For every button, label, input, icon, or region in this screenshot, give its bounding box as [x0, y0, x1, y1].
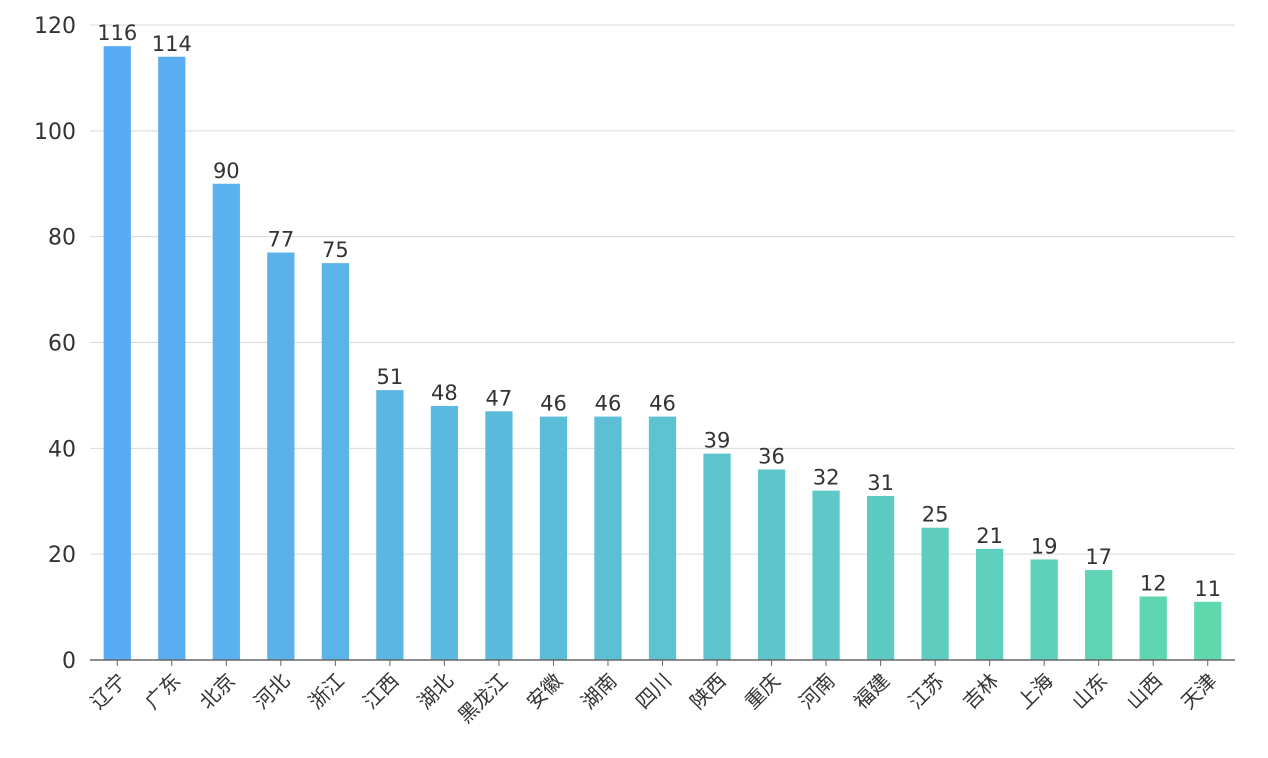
data-label: 46 [595, 392, 622, 416]
bar [212, 183, 240, 660]
x-tick-label: 北京 [195, 669, 240, 714]
x-tick-label: 江苏 [903, 669, 948, 714]
x-axis-ticks: 辽宁 广东 北京 河北 浙江 江西 湖北黑龙江 安徽 湖南 四川 陕西 重庆 河南 福建 江苏 吉林 上海 山东山… [86, 660, 1221, 728]
x-tick-label: 天津 [1176, 669, 1221, 714]
data-label: 17 [1085, 545, 1112, 569]
bar [321, 263, 349, 660]
x-tick-label: 福建 [849, 669, 894, 714]
bar [539, 416, 568, 660]
data-label: 47 [486, 386, 513, 410]
data-label: 114 [152, 32, 192, 56]
bar [1194, 601, 1222, 660]
bar [158, 56, 186, 660]
bar [485, 411, 513, 660]
x-tick-label: 浙江 [304, 669, 349, 714]
data-label: 46 [540, 392, 567, 416]
bar [812, 490, 840, 660]
data-label: 25 [922, 503, 949, 527]
x-tick-label: 安徽 [522, 669, 567, 714]
y-tick-label: 0 [62, 649, 76, 674]
x-tick-label: 江西 [358, 669, 403, 714]
data-label: 32 [813, 466, 840, 490]
x-tick-label: 上海 [1012, 669, 1057, 714]
data-label: 46 [649, 392, 676, 416]
bar [1085, 570, 1113, 660]
data-label: 11 [1194, 577, 1221, 601]
data-label: 12 [1140, 572, 1167, 596]
bars [103, 46, 1222, 660]
x-tick-label: 重庆 [740, 669, 785, 714]
data-label: 77 [267, 228, 294, 252]
data-label: 31 [867, 471, 894, 495]
y-tick-label: 60 [48, 332, 76, 357]
x-tick-label: 陕西 [685, 669, 730, 714]
bar [648, 416, 677, 660]
bar [267, 252, 295, 660]
data-label: 21 [976, 524, 1003, 548]
data-labels: 116 114 90 77 75 51 48 47 46 46 46 39 36 32 31 25 21 19 17… [97, 21, 1221, 601]
x-tick-label: 吉林 [958, 669, 1003, 714]
x-tick-label: 湖南 [576, 669, 621, 714]
data-label: 75 [322, 238, 349, 262]
y-axis-ticks: 0 20 40 60 80 100 120 [34, 14, 76, 674]
x-tick-label: 山西 [1121, 669, 1166, 714]
data-label: 48 [431, 381, 458, 405]
bar [976, 548, 1004, 660]
y-tick-label: 40 [48, 437, 76, 462]
data-label: 90 [213, 159, 240, 183]
y-tick-label: 100 [34, 120, 76, 145]
x-tick-label: 黑龙江 [453, 669, 512, 728]
bar [703, 453, 731, 660]
bar [757, 469, 786, 660]
x-tick-label: 辽宁 [86, 669, 131, 714]
data-label: 36 [758, 445, 785, 469]
bar [1139, 596, 1167, 660]
data-label: 19 [1031, 534, 1058, 558]
data-label: 51 [377, 365, 404, 389]
bar [866, 495, 895, 660]
data-label: 39 [704, 429, 731, 453]
bar [376, 390, 404, 660]
x-tick-label: 河北 [249, 669, 294, 714]
y-tick-label: 80 [48, 226, 76, 251]
y-tick-label: 20 [48, 543, 76, 568]
x-tick-label: 河南 [794, 669, 839, 714]
bar [921, 527, 949, 660]
bar [1030, 559, 1058, 660]
bar [103, 46, 131, 660]
bar [594, 416, 622, 660]
x-tick-label: 广东 [140, 669, 185, 714]
data-label: 116 [97, 21, 137, 45]
bar [430, 406, 459, 660]
y-tick-label: 120 [34, 14, 76, 39]
x-tick-label: 湖北 [413, 669, 458, 714]
x-tick-label: 四川 [631, 669, 676, 714]
x-tick-label: 山东 [1067, 669, 1112, 714]
